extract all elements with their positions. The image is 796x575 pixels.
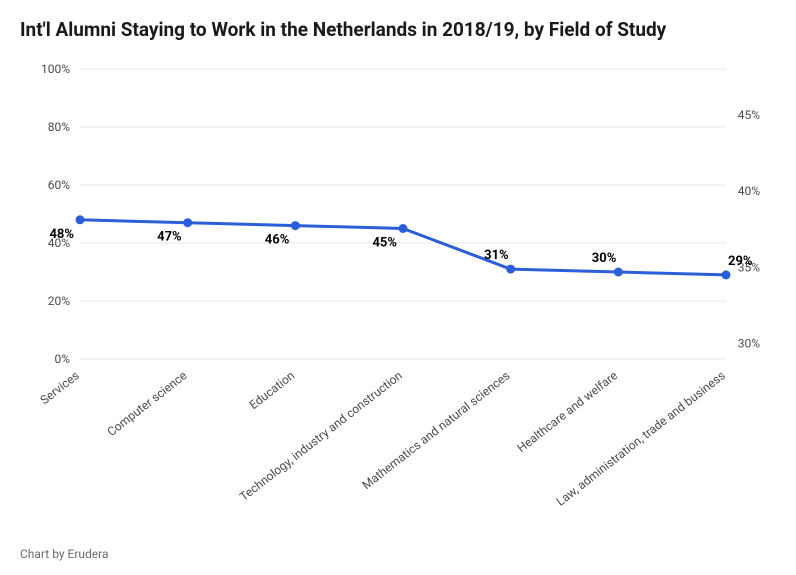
chart-area: 0%20%40%60%80%100%30%35%40%45%ServicesCo… bbox=[20, 59, 776, 529]
line-chart: 0%20%40%60%80%100%30%35%40%45%ServicesCo… bbox=[20, 59, 776, 529]
data-point bbox=[291, 221, 300, 230]
chart-title: Int'l Alumni Staying to Work in the Neth… bbox=[20, 18, 776, 41]
y-left-tick-label: 20% bbox=[48, 294, 70, 308]
y-right-tick-label: 40% bbox=[738, 184, 760, 198]
y-right-tick-label: 45% bbox=[738, 108, 760, 122]
chart-container: Int'l Alumni Staying to Work in the Neth… bbox=[0, 0, 796, 575]
data-point bbox=[76, 215, 85, 224]
data-label: 46% bbox=[265, 233, 290, 248]
data-label: 47% bbox=[157, 230, 182, 245]
y-left-tick-label: 60% bbox=[48, 178, 70, 192]
data-label: 45% bbox=[372, 236, 397, 251]
data-point bbox=[399, 224, 408, 233]
data-label: 48% bbox=[49, 227, 74, 242]
y-right-tick-label: 30% bbox=[738, 337, 760, 351]
y-left-tick-label: 0% bbox=[54, 352, 70, 366]
y-left-tick-label: 100% bbox=[41, 62, 70, 76]
data-label: 31% bbox=[484, 248, 509, 263]
y-left-tick-label: 80% bbox=[48, 120, 70, 134]
attribution-text: Chart by Erudera bbox=[20, 547, 109, 561]
data-point bbox=[722, 270, 731, 279]
data-label: 30% bbox=[592, 251, 617, 266]
data-point bbox=[614, 268, 623, 277]
data-label: 29% bbox=[728, 254, 753, 269]
data-point bbox=[183, 218, 192, 227]
data-point bbox=[506, 265, 515, 274]
